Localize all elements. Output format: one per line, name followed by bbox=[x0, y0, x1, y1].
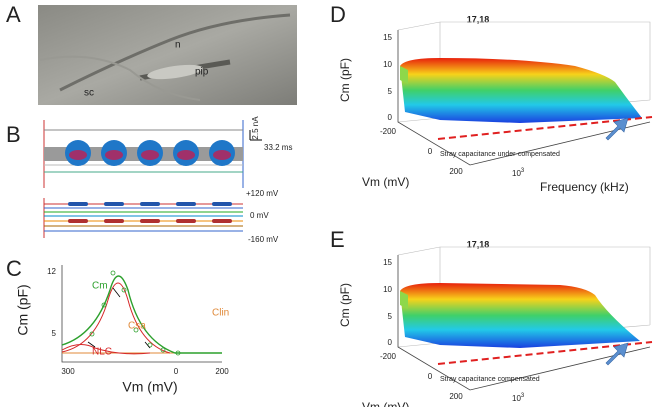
curve-label: NLC bbox=[92, 347, 112, 358]
axis bbox=[397, 30, 651, 166]
z-axis-label: Frequency (kHz) bbox=[540, 180, 629, 194]
arrow bbox=[605, 117, 629, 141]
surface-panel: E 17,18 15 10 5 0 -200 0 200 103 Cm (pF) Vm (mV) Fre… bbox=[330, 227, 653, 407]
z-axis-label: Frequency (kHz) bbox=[540, 405, 629, 407]
reference-line bbox=[437, 116, 653, 140]
x-axis-label: Vm (mV) bbox=[362, 175, 409, 189]
surface bbox=[400, 283, 640, 348]
panel-label: D bbox=[330, 2, 346, 27]
surface-edge bbox=[400, 291, 408, 309]
chart-title: 17,18 bbox=[467, 14, 490, 24]
vm-tick-label: -200 bbox=[380, 127, 397, 136]
x-tick-label: 300 bbox=[61, 367, 75, 376]
annotation: Stray capacitance under-compensated bbox=[440, 151, 560, 158]
freq-tick-label: 103 bbox=[512, 393, 525, 404]
micrograph bbox=[38, 5, 297, 105]
curve-label: Csa bbox=[128, 321, 146, 332]
z-tick-label: 0 bbox=[388, 113, 393, 122]
voltage-label: -160 mV bbox=[248, 235, 279, 244]
current-traces bbox=[43, 120, 262, 188]
vm-tick-label: 0 bbox=[428, 372, 433, 381]
annotation: pip bbox=[195, 67, 209, 78]
scale-label: 2.5 nA bbox=[251, 116, 260, 140]
z-tick-label: 0 bbox=[388, 338, 393, 347]
x-axis-label: Vm (mV) bbox=[362, 400, 409, 407]
voltage-label: 0 mV bbox=[250, 211, 269, 220]
surface-edge bbox=[400, 66, 408, 84]
surface bbox=[400, 58, 642, 123]
arrow bbox=[605, 342, 629, 366]
x-tick-label: 0 bbox=[174, 367, 179, 376]
x-axis-label: Vm (mV) bbox=[122, 379, 177, 395]
panel-label: B bbox=[6, 122, 21, 147]
annotation: sc bbox=[84, 88, 94, 99]
z-tick-label: 10 bbox=[383, 60, 392, 69]
x-tick-label: 200 bbox=[215, 367, 229, 376]
panel-label: A bbox=[6, 2, 21, 27]
voltage-protocol bbox=[43, 198, 243, 238]
reference-line bbox=[437, 341, 653, 365]
y-tick-label: 12 bbox=[47, 267, 56, 276]
annotation: n bbox=[175, 40, 181, 51]
y-tick-label: 5 bbox=[52, 329, 57, 338]
cm-plot bbox=[61, 265, 222, 363]
y-axis-label: Cm (pF) bbox=[338, 58, 352, 102]
annotation: Stray capacitance compensated bbox=[440, 376, 540, 383]
vm-tick-label: 200 bbox=[449, 392, 463, 401]
surface-panel: D 17,18 15 10 5 0 -200 0 200 103 Cm (pF) Vm (mV) Fre… bbox=[330, 2, 653, 194]
z-tick-label: 5 bbox=[388, 87, 393, 96]
z-tick-label: 5 bbox=[388, 312, 393, 321]
z-tick-label: 15 bbox=[383, 258, 392, 267]
vm-tick-label: 0 bbox=[428, 147, 433, 156]
scale-label: 33.2 ms bbox=[264, 143, 292, 152]
freq-tick-label: 103 bbox=[512, 168, 525, 179]
curve-label: Cm bbox=[92, 281, 108, 292]
vm-tick-label: -200 bbox=[380, 352, 397, 361]
voltage-label: +120 mV bbox=[246, 189, 279, 198]
panel-label: E bbox=[330, 227, 345, 252]
axis bbox=[397, 255, 651, 391]
vm-tick-label: 200 bbox=[449, 167, 463, 176]
y-axis-label: Cm (pF) bbox=[338, 283, 352, 327]
panel-label: C bbox=[6, 256, 22, 281]
z-tick-label: 10 bbox=[383, 285, 392, 294]
chart-title: 17,18 bbox=[467, 239, 490, 249]
y-axis-label: Cm (pF) bbox=[15, 284, 31, 335]
curve-label: Clin bbox=[212, 308, 229, 319]
z-tick-label: 15 bbox=[383, 33, 392, 42]
